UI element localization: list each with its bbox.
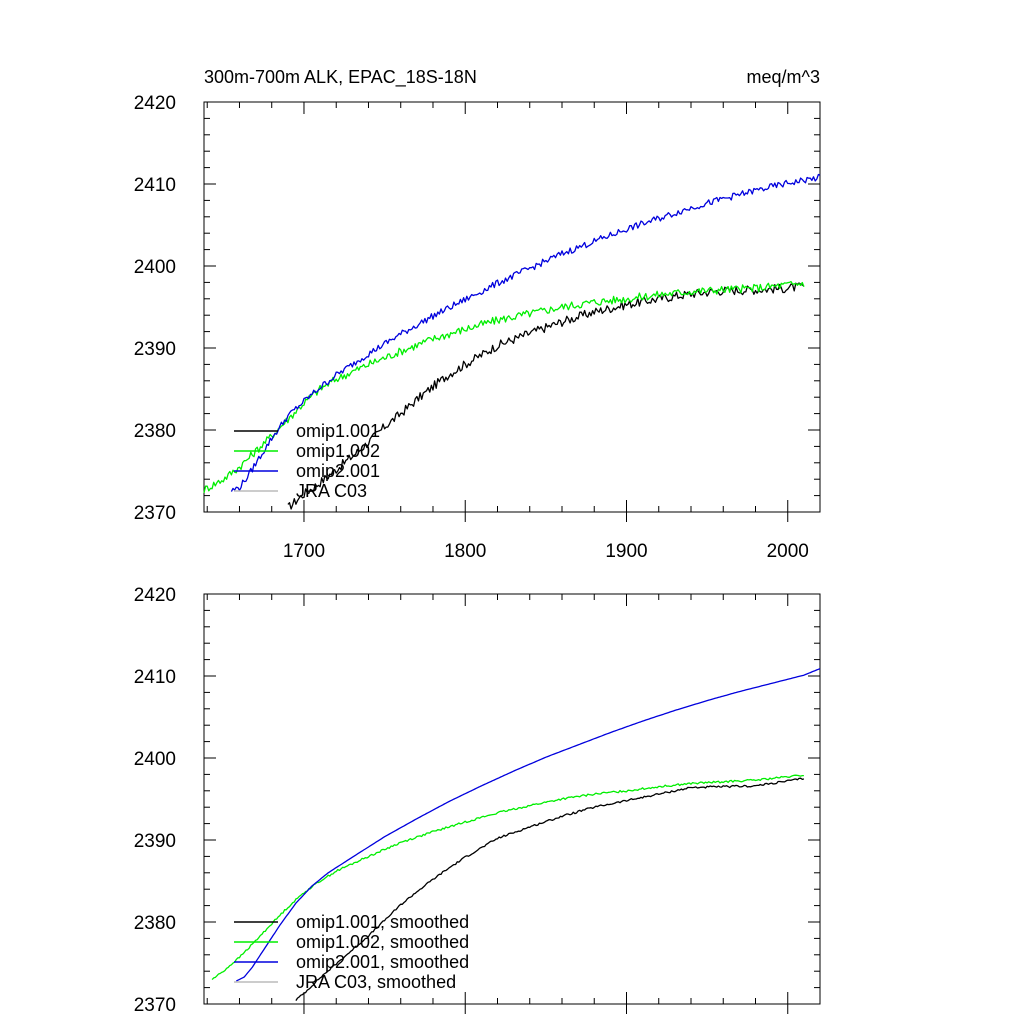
plot-frame: [203, 593, 821, 1005]
x-tick-label: 1900: [605, 541, 647, 562]
series-line-2: [236, 668, 821, 982]
y-tick-label: 2390: [134, 339, 176, 360]
figure-title: 300m-700m ALK, EPAC_18S-18N: [204, 67, 477, 88]
series-line-0: [295, 777, 805, 1001]
y-tick-label: 2370: [134, 503, 176, 524]
y-tick-label: 2380: [134, 913, 176, 934]
legend-label: omip1.002: [296, 441, 380, 461]
figure-units: meq/m^3: [747, 67, 820, 87]
y-tick-label: 2420: [134, 93, 176, 114]
y-tick-label: 2420: [134, 585, 176, 606]
plot-frame: [203, 101, 821, 513]
series-line-1: [211, 774, 804, 981]
legend-label: JRA C03, smoothed: [296, 972, 456, 992]
legend-label: JRA C03: [296, 481, 367, 501]
y-tick-label: 2410: [134, 667, 176, 688]
y-tick-label: 2400: [134, 749, 176, 770]
x-tick-label: 1700: [283, 541, 325, 562]
series-line-1: [203, 280, 805, 494]
legend-label: omip1.002, smoothed: [296, 932, 469, 952]
x-tick-label: 2000: [767, 541, 809, 562]
legend-label: omip2.001: [296, 461, 380, 481]
y-tick-label: 2380: [134, 421, 176, 442]
legend-label: omip2.001, smoothed: [296, 952, 469, 972]
legend-label: omip1.001, smoothed: [296, 912, 469, 932]
y-tick-label: 2370: [134, 995, 176, 1016]
panel-raw: 2370 2380 2390 2400 2410 2420 1700 1800 1900 2000…: [134, 93, 821, 562]
x-tick-label: 1800: [444, 541, 486, 562]
panel-smoothed: 2370 2380 2390 2400 2410 2420 omip1.001, smoot…: [134, 585, 821, 1016]
y-tick-label: 2390: [134, 831, 176, 852]
series-line-2: [230, 173, 821, 492]
y-tick-label: 2400: [134, 257, 176, 278]
legend-label: omip1.001: [296, 421, 380, 441]
y-tick-label: 2410: [134, 175, 176, 196]
